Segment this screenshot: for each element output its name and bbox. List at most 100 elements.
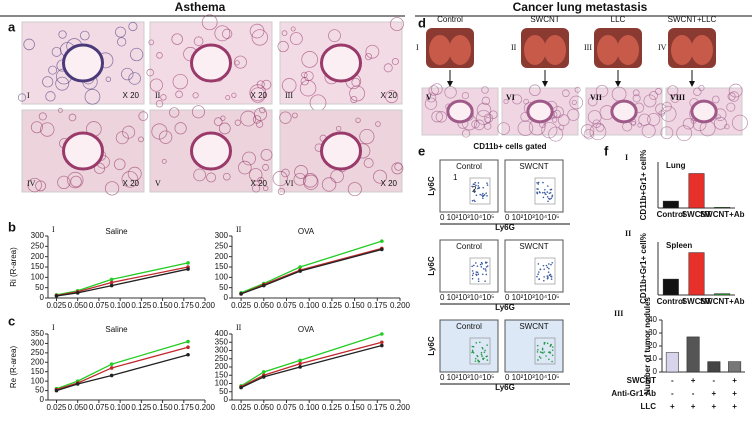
- event: [548, 274, 551, 277]
- tissue-spot: [660, 105, 677, 122]
- tissue-spot: [115, 26, 126, 38]
- airway: [319, 43, 363, 83]
- y-tick-label: 400: [215, 329, 229, 338]
- tissue-spot: [128, 21, 138, 32]
- tissue-spot: [662, 101, 672, 112]
- tissue-spot: [693, 87, 702, 96]
- lung-lobe: [449, 35, 471, 65]
- x-tick-label: 0.125: [131, 301, 152, 310]
- axis-title: Ly6C: [427, 336, 436, 355]
- x-tick-label: 0.025: [46, 301, 67, 310]
- roman-label: II: [236, 323, 242, 332]
- flow-label: SWCNT: [519, 162, 548, 171]
- x-tick-label: 0.100: [299, 403, 320, 412]
- tissue-spot: [138, 136, 144, 143]
- flow-ticks: 0 10²10³10⁴10⁵: [505, 373, 559, 382]
- flow-ticks: 0 10²10³10⁴10⁵: [440, 293, 494, 302]
- point: [186, 345, 190, 350]
- tissue-spot: [262, 185, 269, 192]
- tissue-spot: [424, 97, 438, 110]
- event: [480, 261, 483, 264]
- point: [186, 261, 190, 265]
- bar: [707, 361, 721, 373]
- event: [472, 351, 475, 354]
- tissue-spot: [355, 117, 361, 123]
- point: [261, 283, 266, 288]
- tissue-spot: [172, 73, 188, 90]
- axis-title: Ly6C: [427, 176, 436, 195]
- event: [474, 360, 477, 362]
- airway: [690, 99, 718, 124]
- header: Cancer lung metastasis: [513, 0, 648, 14]
- flow-title: CD11b+ cells gated: [473, 142, 546, 151]
- flow-plot: [504, 319, 564, 373]
- point: [109, 366, 114, 370]
- event: [471, 345, 474, 348]
- event: [547, 271, 550, 273]
- point: [239, 385, 243, 390]
- roman-label: VI: [506, 93, 515, 102]
- point: [380, 343, 384, 348]
- x-tick-label: 0.050: [254, 301, 275, 310]
- event: [537, 183, 540, 185]
- event: [543, 268, 546, 271]
- bar: [686, 336, 700, 373]
- tissue-spot: [632, 89, 640, 97]
- y-tick-label: 250: [31, 348, 45, 357]
- tissue-spot: [435, 111, 448, 123]
- row-label: Anti-Gr1 Ab: [611, 389, 656, 398]
- point: [380, 247, 384, 252]
- tissue-spot: [481, 96, 491, 106]
- point: [380, 239, 384, 243]
- event: [474, 357, 477, 360]
- tissue-spot: [303, 174, 319, 190]
- axis-title: Ly6G: [495, 223, 515, 232]
- x-tick-label: 0.175: [367, 403, 388, 412]
- event: [551, 354, 554, 357]
- tissue-spot: [148, 39, 155, 46]
- tissue-spot: [281, 168, 290, 178]
- tissue-spot: [48, 65, 58, 75]
- y-tick-label: 30: [648, 328, 657, 337]
- point: [261, 370, 266, 374]
- tissue-spot: [676, 125, 693, 142]
- y-tick-label: 100: [215, 379, 229, 388]
- tissue-spot: [158, 130, 173, 144]
- tissue-spot: [497, 122, 511, 135]
- tissue-spot: [473, 119, 485, 131]
- lung-lobe: [524, 35, 546, 65]
- tissue-spot: [155, 99, 164, 108]
- tissue-spot: [234, 119, 241, 126]
- tissue-spot: [375, 121, 381, 127]
- x-tick-label: 0.175: [174, 301, 195, 310]
- y-tick-label: 200: [31, 357, 45, 366]
- x-tick-label: SWCNT+Ab: [700, 210, 745, 219]
- event: [477, 278, 480, 280]
- y-tick-label: 200: [215, 252, 229, 261]
- event: [481, 273, 484, 276]
- series-line: [240, 333, 383, 387]
- tissue-spot: [260, 148, 273, 161]
- tissue-spot: [716, 114, 722, 120]
- image-label: V: [155, 179, 161, 188]
- tissue-spot: [249, 84, 267, 101]
- tissue-spot: [647, 112, 661, 126]
- tissue-spot: [291, 112, 298, 119]
- tissue-spot: [595, 122, 605, 132]
- row-value: -: [713, 376, 716, 385]
- event: [551, 195, 553, 198]
- y-tick-label: 300: [31, 339, 45, 348]
- event: [538, 355, 541, 358]
- tissue-spot: [218, 122, 231, 135]
- chart-title: Saline: [105, 325, 128, 334]
- event: [477, 273, 480, 276]
- event: [482, 195, 484, 198]
- event: [472, 183, 475, 185]
- event: [479, 263, 482, 266]
- tissue-spot: [68, 113, 77, 122]
- x-tick-label: 0.050: [68, 403, 89, 412]
- magnification: X 20: [123, 179, 140, 188]
- flow-ticks: 0 10²10³10⁴10⁵: [505, 293, 559, 302]
- tissue-spot: [649, 91, 659, 100]
